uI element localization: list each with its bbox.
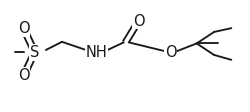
Text: S: S (30, 45, 40, 60)
Text: O: O (165, 45, 176, 60)
Text: O: O (133, 14, 144, 29)
Text: NH: NH (86, 45, 108, 60)
Text: O: O (18, 68, 30, 83)
Text: O: O (18, 21, 30, 36)
